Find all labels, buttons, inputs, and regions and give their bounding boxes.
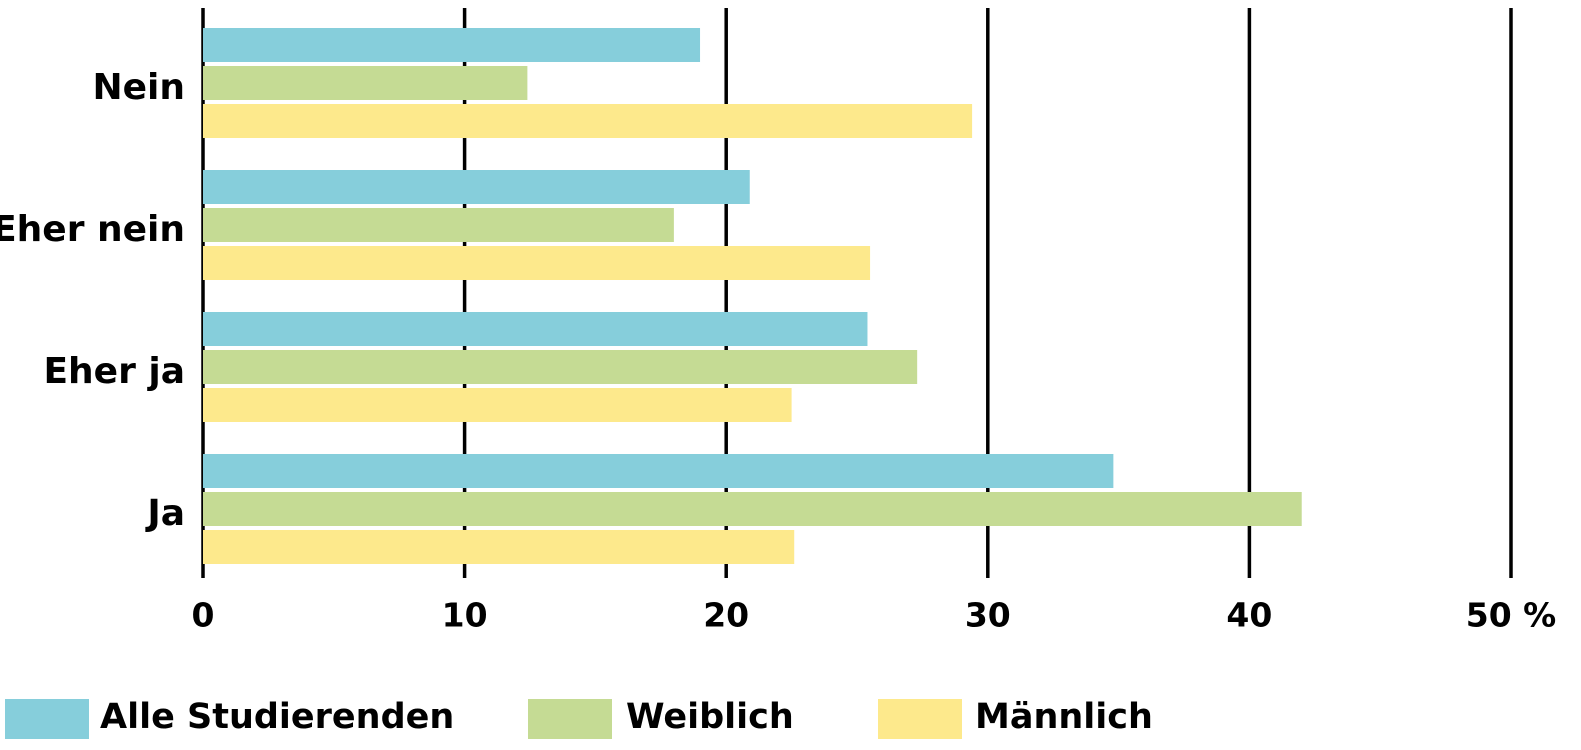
x-tick-label: 10 bbox=[442, 596, 488, 635]
legend-label: Weiblich bbox=[626, 697, 794, 737]
x-tick-label: 50 % bbox=[1466, 596, 1556, 635]
bar bbox=[203, 492, 1302, 526]
legend-swatch bbox=[5, 699, 89, 739]
legend-label: Alle Studierenden bbox=[100, 697, 454, 737]
x-tick-label: 20 bbox=[703, 596, 749, 635]
legend-label: Männlich bbox=[975, 697, 1153, 737]
bar bbox=[203, 388, 792, 422]
x-tick-label: 40 bbox=[1226, 596, 1272, 635]
bar bbox=[203, 208, 674, 242]
bar bbox=[203, 530, 795, 564]
y-tick-label: Nein bbox=[92, 67, 185, 108]
bar bbox=[203, 350, 918, 384]
bar bbox=[203, 28, 701, 62]
bar bbox=[203, 312, 868, 346]
bar bbox=[203, 246, 871, 280]
x-tick-label: 0 bbox=[192, 596, 215, 635]
bar bbox=[203, 104, 973, 138]
y-tick-label: Eher nein bbox=[0, 209, 185, 250]
bar bbox=[203, 66, 528, 100]
bar bbox=[203, 454, 1114, 488]
legend-swatch bbox=[528, 699, 612, 739]
y-tick-label: Ja bbox=[144, 493, 185, 534]
legend-swatch bbox=[878, 699, 962, 739]
x-tick-label: 30 bbox=[965, 596, 1011, 635]
bar bbox=[203, 170, 750, 204]
y-tick-label: Eher ja bbox=[43, 351, 185, 392]
